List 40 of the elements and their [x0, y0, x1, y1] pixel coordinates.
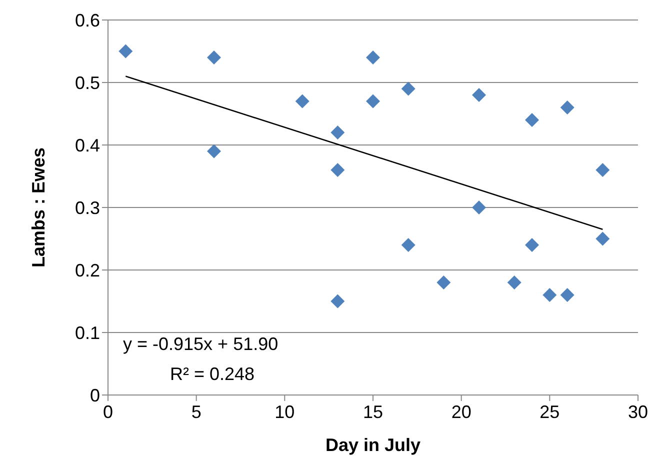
point [295, 94, 310, 108]
point [507, 276, 522, 290]
point [472, 200, 486, 214]
x-tick-label: 0 [102, 402, 114, 422]
point [366, 50, 380, 64]
point [542, 288, 557, 302]
x-tick-label: 5 [191, 402, 202, 422]
point [207, 50, 221, 64]
y-tick-label: 0 [90, 385, 100, 406]
y-tick-label: 0.4 [74, 135, 100, 156]
point [560, 100, 574, 114]
point [436, 276, 451, 290]
point [330, 294, 345, 308]
annotation: y = -0.915x + 51.90 [123, 334, 278, 355]
point [525, 238, 539, 252]
point [560, 288, 574, 302]
x-tick-label: 15 [362, 402, 384, 422]
point [596, 163, 610, 177]
y-tick-label: 0.3 [74, 198, 100, 218]
point [472, 88, 486, 102]
point [118, 44, 133, 58]
y-tick-label: 0.6 [74, 10, 100, 30]
annotation: R² = 0.248 [170, 364, 255, 385]
point [366, 94, 380, 108]
point [330, 126, 345, 140]
y-tick-label: 0.5 [74, 72, 100, 93]
point [330, 163, 345, 177]
x-tick-label: 30 [628, 402, 648, 422]
point [596, 232, 610, 246]
point [525, 113, 539, 127]
x-tick-label: 25 [540, 402, 560, 422]
x-axis-title: Day in July [325, 435, 421, 455]
point [401, 82, 416, 96]
y-tick-label: 0.2 [74, 260, 100, 280]
y-tick-label: 0.1 [74, 322, 100, 343]
x-tick-label: 20 [451, 402, 472, 422]
x-tick-label: 10 [274, 402, 295, 422]
point [207, 144, 221, 158]
point [401, 238, 416, 252]
y-axis-title: Lambs : Ewes [28, 147, 48, 268]
